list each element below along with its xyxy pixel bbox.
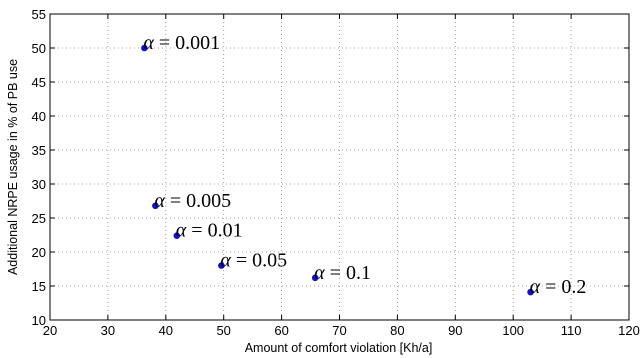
data-point — [218, 262, 225, 269]
data-point — [173, 232, 181, 239]
x-axis-label: Amount of comfort violation [Kh/a] — [245, 341, 433, 355]
data-point — [527, 288, 534, 296]
annotation-value: = 0.2 — [540, 276, 586, 298]
point-annotation: α = 0.05 — [220, 250, 287, 272]
annotation-value: = 0.005 — [165, 190, 231, 212]
y-tick-label: 40 — [32, 109, 46, 124]
x-tick-label: 90 — [448, 323, 462, 338]
annotation-value: = 0.1 — [325, 262, 371, 284]
x-tick-label: 100 — [502, 323, 524, 338]
annotation-value: = 0.001 — [154, 32, 220, 54]
x-tick-label: 20 — [43, 323, 57, 338]
x-tick-label: 110 — [561, 323, 582, 338]
y-axis-label: Additional NRPE usage in % of PB use — [6, 59, 20, 275]
annotation-value: = 0.01 — [186, 220, 242, 242]
alpha-symbol: α — [220, 250, 231, 272]
x-tick-label: 80 — [390, 323, 404, 338]
y-tick-label: 55 — [32, 7, 46, 22]
data-point — [152, 202, 159, 210]
x-tick-label: 60 — [274, 323, 288, 338]
y-tick-label: 35 — [32, 143, 46, 158]
point-annotation: α = 0.005 — [154, 190, 231, 212]
alpha-symbol: α — [143, 32, 154, 54]
y-tick-label: 15 — [32, 279, 46, 294]
point-annotation: α = 0.001 — [143, 32, 220, 54]
alpha-symbol: α — [314, 262, 325, 284]
y-tick-label: 10 — [32, 313, 46, 328]
data-point — [311, 274, 319, 282]
data-point — [141, 44, 148, 52]
point-annotation: α = 0.1 — [314, 262, 371, 284]
point-annotation: α = 0.2 — [530, 276, 587, 298]
y-tick-label: 50 — [32, 41, 46, 56]
alpha-symbol: α — [530, 276, 541, 298]
y-tick-label: 30 — [32, 177, 46, 192]
x-tick-label: 120 — [618, 323, 640, 338]
x-tick-label: 70 — [332, 323, 346, 338]
alpha-symbol: α — [154, 190, 165, 212]
x-tick-label: 30 — [101, 323, 115, 338]
y-tick-label: 20 — [32, 245, 46, 260]
x-tick-label: 40 — [159, 323, 173, 338]
point-annotation: α = 0.01 — [176, 220, 243, 242]
x-tick-label: 50 — [216, 323, 230, 338]
y-tick-label: 45 — [32, 75, 46, 90]
annotation-value: = 0.05 — [231, 250, 287, 272]
y-tick-label: 25 — [32, 211, 46, 226]
alpha-symbol: α — [176, 220, 187, 242]
